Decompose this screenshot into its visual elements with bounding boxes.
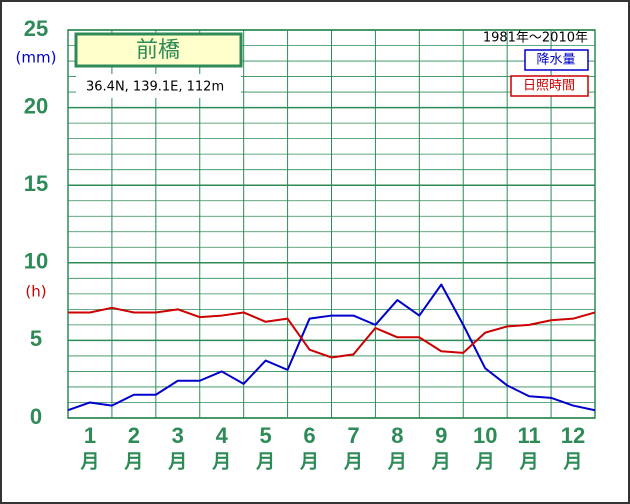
y-tick-label: 25 bbox=[24, 16, 48, 41]
x-tick-label: 11 bbox=[517, 423, 540, 448]
legend-label: 日照時間 bbox=[523, 79, 575, 94]
x-tick-label: 9 bbox=[435, 423, 447, 448]
legend-label: 降水量 bbox=[536, 53, 575, 68]
x-tick-label: 2 bbox=[128, 423, 140, 448]
x-unit-label: 月 bbox=[475, 451, 495, 473]
x-tick-label: 1 bbox=[84, 423, 96, 448]
x-tick-label: 12 bbox=[561, 423, 585, 448]
chart-title: 前橋 bbox=[136, 38, 180, 63]
period: 1981年〜2010年 bbox=[483, 31, 588, 46]
x-unit-label: 月 bbox=[167, 451, 187, 473]
x-tick-label: 4 bbox=[216, 423, 229, 448]
x-tick-label: 10 bbox=[473, 423, 497, 448]
y-tick-label: 15 bbox=[24, 171, 48, 196]
grid bbox=[67, 29, 596, 419]
lines bbox=[67, 283, 596, 412]
x-tick-label: 3 bbox=[172, 423, 184, 448]
x-tick-label: 7 bbox=[347, 423, 359, 448]
y-unit: (h) bbox=[25, 283, 46, 301]
y-tick-label: 5 bbox=[30, 326, 42, 351]
x-unit-label: 月 bbox=[79, 451, 99, 473]
x-unit-label: 月 bbox=[123, 451, 143, 473]
legend-box bbox=[524, 49, 589, 71]
x-tick-label: 6 bbox=[303, 423, 315, 448]
x-unit-label: 月 bbox=[431, 451, 451, 473]
x-unit-label: 月 bbox=[299, 451, 319, 473]
title-box bbox=[74, 32, 243, 68]
x-unit-label: 月 bbox=[255, 451, 275, 473]
plot-border bbox=[67, 29, 596, 419]
x-unit-label: 月 bbox=[211, 451, 231, 473]
series-line bbox=[67, 283, 596, 412]
y-unit: (mm) bbox=[16, 49, 57, 67]
x-tick-label: 8 bbox=[391, 423, 403, 448]
x-unit-label: 月 bbox=[519, 451, 539, 473]
location-info: 36.4N, 139.1E, 112m bbox=[86, 80, 224, 95]
y-tick-label: 20 bbox=[24, 93, 48, 118]
x-tick-label: 5 bbox=[260, 423, 272, 448]
x-unit-label: 月 bbox=[387, 451, 407, 473]
y-tick-label: 10 bbox=[24, 249, 48, 274]
x-unit-label: 月 bbox=[563, 451, 583, 473]
x-unit-label: 月 bbox=[343, 451, 363, 473]
y-tick-label: 0 bbox=[30, 404, 42, 429]
series-line bbox=[68, 306, 596, 359]
info-bg bbox=[76, 74, 241, 98]
legend-box bbox=[510, 75, 589, 97]
